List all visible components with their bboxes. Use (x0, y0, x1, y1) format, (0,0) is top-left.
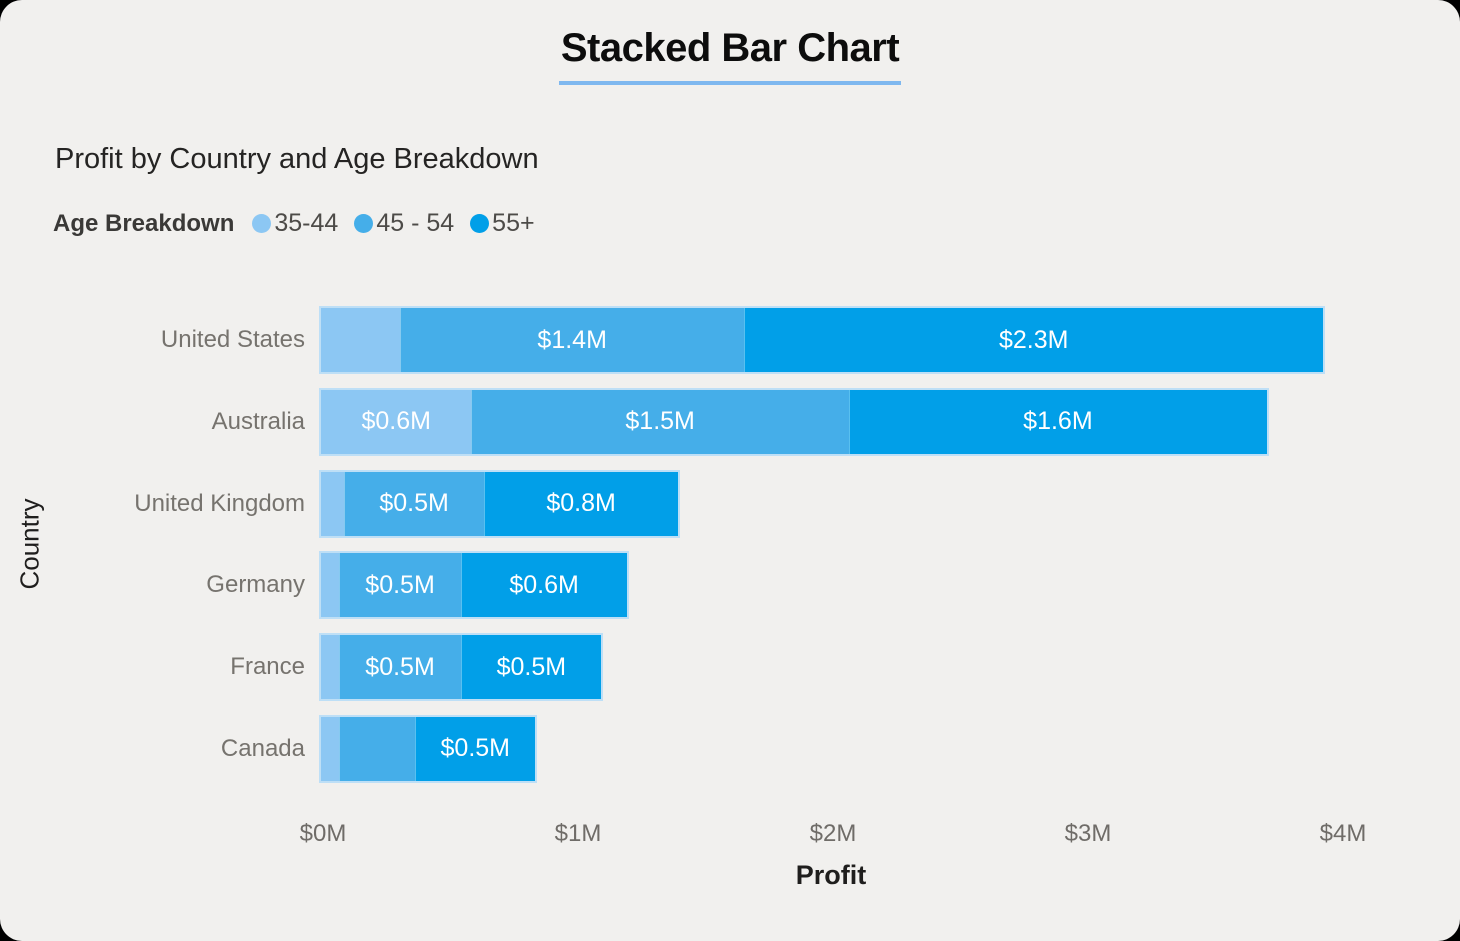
x-axis-title: Profit (795, 860, 867, 890)
bar-row: Canada $0.5M (0, 716, 1323, 781)
bar-row: France $0.5M $0.5M (0, 635, 1323, 700)
page-title: Stacked Bar Chart (558, 26, 902, 85)
x-axis-tick: $1M (554, 820, 602, 847)
chart-subtitle: Profit by Country and Age Breakdown (55, 143, 539, 175)
bar-segment[interactable]: $0.5M (343, 471, 485, 536)
bar-value-label: $0.8M (546, 489, 616, 518)
bar-segment[interactable]: $0.5M (461, 635, 602, 700)
x-axis-tick: $2M (809, 820, 857, 847)
legend-item-35-44[interactable]: 35-44 (252, 209, 338, 238)
legend-items: 35-44 45 - 54 55+ (252, 209, 535, 238)
category-label: Canada (220, 734, 305, 762)
bar-value-label: $2.3M (998, 325, 1069, 354)
page-header: Stacked Bar Chart (0, 26, 1460, 85)
stacked-bar: $1.4M $2.3M (321, 308, 1324, 372)
legend-dot-icon (470, 214, 490, 233)
bar-value-label: $0.5M (440, 734, 510, 763)
bar-segment[interactable]: $1.6M (848, 389, 1268, 454)
stacked-bar: $0.5M $0.6M (321, 553, 627, 618)
bar-segment[interactable]: $0.5M (338, 635, 462, 700)
legend-title: Age Breakdown (53, 209, 235, 237)
stacked-bar: $0.5M $0.8M (321, 471, 678, 536)
bar-segment[interactable]: $1.5M (471, 389, 849, 454)
bar-value-label: $0.5M (379, 489, 449, 518)
legend-item-label: 55+ (492, 209, 535, 237)
bar-value-label: $1.6M (1023, 407, 1093, 436)
bar-row: Australia $0.6M $1.5M $1.6M (0, 389, 1323, 454)
stacked-bar: $0.5M $0.5M (321, 635, 602, 700)
x-axis-tick: $0M (299, 820, 347, 847)
bar-segment[interactable]: $0.6M (321, 389, 472, 454)
legend-dot-icon (354, 214, 374, 233)
bar-segment[interactable]: $0.6M (461, 553, 627, 618)
x-axis-tick: $3M (1064, 820, 1112, 847)
bar-value-label: $1.4M (537, 325, 607, 354)
bar-row: United Kingdom $0.5M $0.8M (0, 471, 1323, 536)
legend-dot-icon (252, 214, 272, 233)
x-axis-tick: $4M (1319, 820, 1367, 847)
bar-value-label: $0.5M (365, 570, 435, 599)
legend-item-label: 45 - 54 (376, 209, 455, 237)
bar-segment[interactable]: $2.3M (744, 308, 1324, 372)
bar-segment[interactable] (321, 471, 344, 536)
legend-item-label: 35-44 (274, 209, 339, 237)
category-label: United States (160, 326, 305, 353)
bar-value-label: $0.6M (361, 407, 431, 436)
bar-segment[interactable] (321, 716, 339, 781)
bar-segment[interactable] (321, 553, 339, 618)
category-label: Germany (206, 571, 305, 599)
bar-value-label: $0.6M (509, 570, 579, 599)
bar-value-label: $0.5M (365, 652, 435, 681)
x-axis: $0M $1M $2M $3M $4M (300, 820, 1367, 850)
plot-rows: United States $1.4M $2.3M Australia $0.6M $1.… (0, 308, 1324, 781)
bar-segment[interactable]: $0.5M (415, 716, 536, 781)
legend-item-45-54[interactable]: 45 - 54 (354, 209, 454, 238)
bar-segment[interactable] (321, 308, 401, 372)
legend-item-55+[interactable]: 55+ (470, 209, 535, 238)
stacked-bar: $0.6M $1.5M $1.6M (321, 389, 1268, 454)
bar-row: Germany $0.5M $0.6M (0, 553, 1323, 618)
category-label: France (230, 653, 305, 681)
bar-segment[interactable] (321, 635, 339, 700)
bar-segment[interactable]: $1.4M (400, 308, 745, 372)
stacked-bar: $0.5M (321, 716, 536, 781)
category-label: Australia (211, 407, 305, 435)
bar-row: United States $1.4M $2.3M (0, 308, 1324, 372)
bar-segment[interactable]: $0.8M (484, 471, 678, 536)
bar-segment[interactable] (338, 716, 416, 781)
bar-segment[interactable]: $0.5M (338, 553, 462, 618)
bar-value-label: $1.5M (625, 407, 695, 436)
legend: Age Breakdown 35-44 45 - 54 55+ (53, 209, 535, 238)
bar-value-label: $0.5M (496, 652, 567, 681)
category-label: United Kingdom (134, 489, 305, 517)
